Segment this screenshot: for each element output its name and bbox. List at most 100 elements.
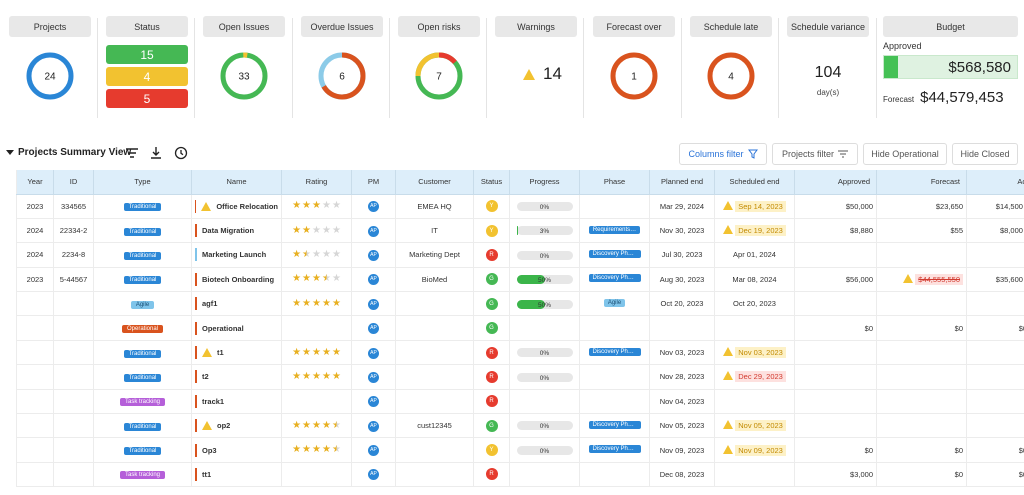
rating-stars[interactable]: ★ ★ ★ ★ ★ — [292, 420, 341, 431]
column-header-phase[interactable]: Phase — [579, 170, 650, 195]
table-row[interactable]: 2023 334565 Traditional Office Relocation ★ ★… — [16, 194, 1024, 219]
column-header-scheduled-end[interactable]: Scheduled end — [714, 170, 795, 195]
project-name[interactable]: t2 — [195, 370, 278, 384]
column-header-progress[interactable]: Progress — [509, 170, 580, 195]
avatar[interactable]: AP — [368, 371, 379, 383]
status-red-count[interactable]: 5 — [106, 89, 188, 108]
avatar[interactable]: AP — [368, 298, 379, 310]
columns-filter-button[interactable]: Columns filter — [679, 143, 767, 165]
column-header-rating[interactable]: Rating — [281, 170, 352, 195]
column-header-pm[interactable]: PM — [351, 170, 396, 195]
cell-name[interactable]: Marketing Launch — [191, 242, 282, 268]
avatar[interactable]: AP — [368, 323, 379, 335]
avatar[interactable]: AP — [368, 396, 379, 408]
phase-badge[interactable]: Discovery Phase — [588, 249, 641, 258]
clock-icon[interactable] — [174, 146, 188, 160]
kpi-status[interactable]: Status 15 4 5 — [106, 16, 188, 126]
column-header-planned-end[interactable]: Planned end — [649, 170, 715, 195]
table-row[interactable]: Traditional Op3 ★ ★ ★ ★ ★ AP Y 0% Discovery Phase N… — [16, 437, 1024, 463]
column-header-year[interactable]: Year — [16, 170, 54, 195]
rating-stars[interactable]: ★ ★ ★ ★ ★ — [292, 347, 341, 358]
table-row[interactable]: 2023 5-44567 Traditional Biotech Onboarding… — [16, 267, 1024, 293]
avatar[interactable]: AP — [368, 347, 379, 359]
column-header-forecast[interactable]: Forecast — [876, 170, 967, 195]
phase-badge[interactable]: Agile — [603, 298, 626, 307]
cell-name[interactable]: Operational — [191, 315, 282, 341]
project-name[interactable]: Biotech Onboarding — [195, 272, 278, 286]
collapse-caret-icon[interactable] — [6, 150, 14, 155]
avatar[interactable]: AP — [368, 469, 379, 481]
project-name[interactable]: tt1 — [195, 467, 278, 481]
kpi-warnings[interactable]: Warnings 14 — [495, 16, 577, 126]
rating-stars[interactable]: ★ ★ ★ ★ ★ — [292, 225, 341, 236]
avatar[interactable]: AP — [368, 225, 379, 237]
hide-closed-button[interactable]: Hide Closed — [952, 143, 1018, 165]
hide-operational-button[interactable]: Hide Operational — [863, 143, 947, 165]
project-name[interactable]: agf1 — [195, 297, 278, 311]
cell-name[interactable]: t2 — [191, 364, 282, 390]
avatar[interactable]: AP — [368, 445, 379, 457]
table-row[interactable]: Task tracking tt1 AP R Dec 08, 2023 $3,000 $0 $… — [16, 462, 1024, 488]
table-row[interactable]: Traditional op2 ★ ★ ★ ★ ★ AP cust12345 G 0% Discove… — [16, 413, 1024, 439]
sort-filter-icon[interactable] — [125, 146, 139, 160]
rating-stars[interactable]: ★ ★ ★ ★ ★ — [292, 201, 341, 211]
column-header-customer[interactable]: Customer — [395, 170, 474, 195]
avatar[interactable]: AP — [368, 249, 379, 261]
rating-stars[interactable]: ★ ★ ★ ★ ★ — [292, 274, 341, 284]
phase-badge[interactable]: Discovery Phase — [588, 347, 641, 356]
project-name[interactable]: track1 — [195, 394, 278, 408]
phase-badge[interactable]: Requirements… — [588, 225, 641, 234]
status-green-count[interactable]: 15 — [106, 45, 188, 64]
cell-name[interactable]: agf1 — [191, 291, 282, 317]
rating-stars[interactable]: ★ ★ ★ ★ ★ — [292, 445, 341, 455]
project-name[interactable]: Data Migration — [195, 224, 278, 238]
kpi-schedule-late[interactable]: Schedule late 4 — [690, 16, 772, 126]
kpi-projects[interactable]: Projects 24 — [9, 16, 91, 126]
project-name[interactable]: op2 — [195, 419, 278, 433]
project-name[interactable]: Op3 — [195, 443, 278, 457]
cell-name[interactable]: t1 — [191, 340, 282, 366]
table-row[interactable]: 2024 2234-8 Traditional Marketing Launch ★ ★ ★… — [16, 242, 1024, 268]
column-header-approved[interactable]: Approved — [794, 170, 877, 195]
rating-stars[interactable]: ★ ★ ★ ★ ★ — [292, 249, 341, 260]
kpi-budget[interactable]: Budget Approved $568,580 Forecast $44,57… — [883, 8, 1018, 118]
cell-name[interactable]: track1 — [191, 389, 282, 415]
table-row[interactable]: 2024 22334-2 Traditional Data Migration ★ ★ ★ ★… — [16, 218, 1024, 244]
rating-stars[interactable]: ★ ★ ★ ★ ★ — [292, 371, 341, 382]
cell-name[interactable]: Data Migration — [191, 218, 282, 244]
cell-name[interactable]: tt1 — [191, 462, 282, 488]
table-row[interactable]: Traditional t2 ★ ★ ★ ★ ★ AP R 0% Nov 28, 2023 Dec … — [16, 364, 1024, 390]
phase-badge[interactable]: Discovery Phase — [588, 420, 641, 429]
rating-stars[interactable]: ★ ★ ★ ★ ★ — [292, 298, 341, 309]
phase-badge[interactable]: Discovery Phase — [588, 445, 641, 454]
table-row[interactable]: Traditional t1 ★ ★ ★ ★ ★ AP R 0% Discovery Phase No… — [16, 340, 1024, 366]
column-header-name[interactable]: Name — [191, 170, 282, 195]
column-header-actuals[interactable]: Actuals — [966, 170, 1024, 195]
column-header-type[interactable]: Type — [93, 170, 192, 195]
project-name[interactable]: Operational — [195, 321, 278, 335]
avatar[interactable]: AP — [368, 420, 379, 432]
avatar[interactable]: AP — [368, 274, 379, 286]
view-title[interactable]: Projects Summary View — [6, 147, 131, 158]
avatar[interactable]: AP — [368, 201, 379, 213]
project-name[interactable]: Office Relocation — [195, 199, 278, 213]
column-header-status[interactable]: Status — [473, 170, 510, 195]
phase-badge[interactable]: Discovery Phase — [588, 274, 641, 283]
cell-name[interactable]: Office Relocation — [191, 194, 282, 219]
project-name[interactable]: Marketing Launch — [195, 248, 278, 262]
table-row[interactable]: Task tracking track1 AP R Nov 04, 2023 — [16, 389, 1024, 415]
kpi-schedule-variance[interactable]: Schedule variance 104 day(s) — [787, 16, 869, 126]
status-yellow-count[interactable]: 4 — [106, 67, 188, 86]
kpi-forecast-over[interactable]: Forecast over 1 — [593, 16, 675, 126]
kpi-overdue-issues[interactable]: Overdue Issues 6 — [301, 16, 383, 126]
kpi-open-risks[interactable]: Open risks 7 — [398, 16, 480, 126]
column-header-id[interactable]: ID — [53, 170, 94, 195]
projects-filter-button[interactable]: Projects filter — [772, 143, 858, 165]
cell-name[interactable]: op2 — [191, 413, 282, 439]
kpi-open-issues[interactable]: Open Issues 33 — [203, 16, 285, 126]
download-icon[interactable] — [149, 146, 163, 160]
project-name[interactable]: t1 — [195, 346, 278, 360]
cell-name[interactable]: Biotech Onboarding — [191, 267, 282, 293]
cell-name[interactable]: Op3 — [191, 437, 282, 463]
